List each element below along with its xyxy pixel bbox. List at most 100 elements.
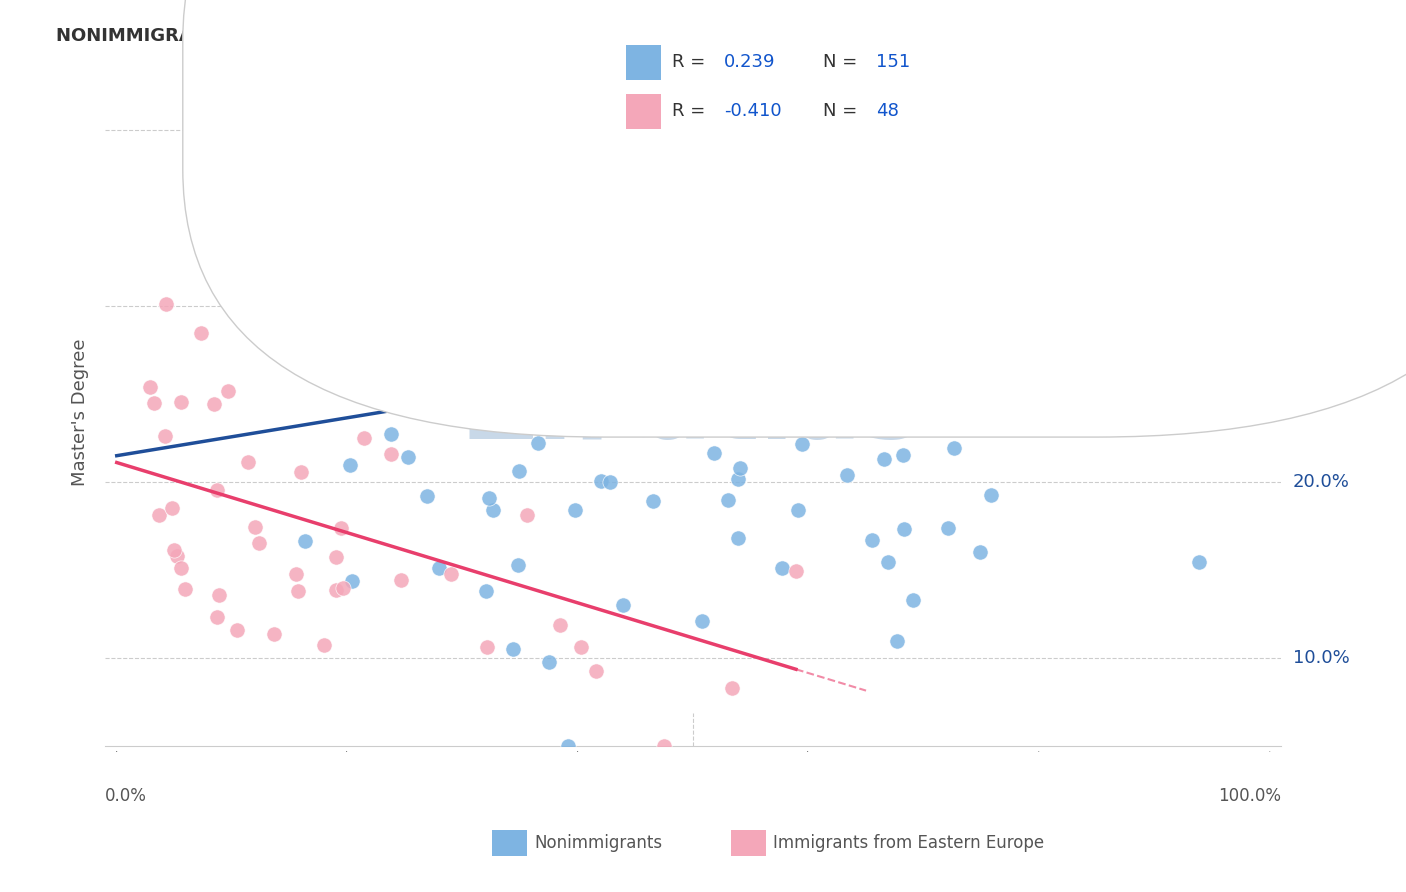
Point [787, 502, 810, 516]
Point [263, 627, 285, 641]
Point [690, 358, 713, 372]
Point [166, 549, 188, 563]
Point [325, 549, 347, 564]
Point [1187, 320, 1209, 334]
Point [623, 342, 645, 356]
Point [1150, 87, 1173, 101]
Point [541, 212, 564, 227]
Point [1021, 312, 1043, 326]
Point [548, 617, 571, 632]
Point [738, 208, 761, 222]
Point [284, 566, 307, 581]
Text: 40.0%: 40.0% [1292, 121, 1350, 139]
Point [537, 655, 560, 669]
Point [1090, 116, 1112, 130]
Point [314, 638, 336, 652]
Point [969, 302, 991, 317]
Point [758, 409, 780, 424]
Point [638, 222, 661, 236]
Point [482, 503, 505, 517]
Point [717, 493, 740, 508]
Point [1002, 35, 1025, 49]
Point [974, 58, 997, 72]
Point [759, 263, 782, 277]
Text: N =: N = [823, 103, 862, 120]
Point [475, 640, 498, 654]
Point [1036, 345, 1059, 359]
Point [894, 262, 917, 277]
Point [927, 356, 949, 370]
Point [786, 128, 808, 142]
Point [654, 739, 676, 754]
Point [1039, 145, 1062, 160]
Point [339, 458, 361, 472]
Point [321, 348, 343, 362]
Point [772, 560, 794, 574]
Point [530, 375, 553, 389]
Point [1099, 255, 1122, 269]
Point [290, 465, 312, 479]
Point [396, 450, 419, 464]
Point [731, 351, 754, 365]
Text: 30.0%: 30.0% [1292, 297, 1350, 315]
Point [943, 441, 966, 455]
Point [1177, 246, 1199, 260]
Point [790, 436, 813, 450]
Point [941, 324, 963, 338]
Point [502, 642, 524, 657]
Point [918, 271, 941, 285]
Point [617, 320, 640, 334]
Point [877, 555, 900, 569]
Point [872, 452, 894, 467]
Point [508, 464, 530, 478]
Text: 10.0%: 10.0% [1292, 649, 1350, 667]
Point [966, 202, 988, 217]
Point [526, 411, 548, 425]
Point [837, 359, 859, 373]
Text: 0.0%: 0.0% [105, 787, 148, 805]
Point [730, 461, 752, 475]
Point [207, 609, 229, 624]
Point [893, 522, 915, 536]
Text: 151: 151 [876, 54, 910, 71]
Point [547, 191, 569, 205]
Point [984, 75, 1007, 89]
Point [422, 305, 444, 319]
Point [1152, 376, 1174, 390]
Point [887, 38, 910, 53]
Point [330, 521, 353, 535]
Text: 20.0%: 20.0% [1292, 474, 1350, 491]
Point [631, 276, 654, 290]
Point [891, 449, 914, 463]
Point [815, 294, 838, 309]
Point [225, 624, 247, 638]
Point [692, 614, 714, 628]
Point [977, 245, 1000, 260]
Point [907, 293, 929, 307]
Point [994, 293, 1017, 308]
Point [564, 503, 586, 517]
Point [190, 326, 212, 340]
Point [202, 397, 225, 411]
Point [891, 207, 914, 221]
Point [825, 215, 848, 229]
Point [243, 520, 266, 534]
Point [997, 291, 1019, 305]
Point [464, 301, 486, 315]
Point [380, 426, 402, 441]
Point [956, 171, 979, 186]
Point [980, 488, 1002, 502]
Point [633, 422, 655, 436]
Point [163, 543, 186, 558]
Point [236, 455, 259, 469]
Point [810, 351, 832, 366]
Point [1026, 61, 1049, 75]
Point [389, 573, 412, 587]
Point [901, 592, 924, 607]
Point [1129, 171, 1152, 186]
Text: R =: R = [672, 103, 711, 120]
Point [557, 739, 579, 754]
Point [721, 681, 744, 696]
Point [1188, 555, 1211, 569]
Text: NONIMMIGRANTS VS IMMIGRANTS FROM EASTERN EUROPE MASTER'S DEGREE CORRELATION CHAR: NONIMMIGRANTS VS IMMIGRANTS FROM EASTERN… [56, 27, 1073, 45]
